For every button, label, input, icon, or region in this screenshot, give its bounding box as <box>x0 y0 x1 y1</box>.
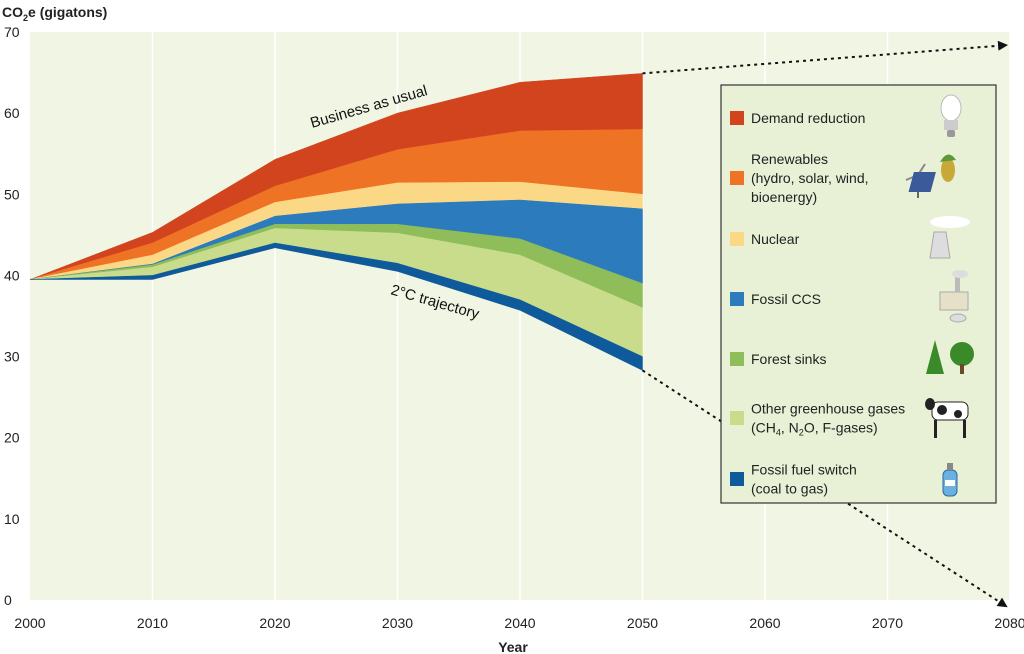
x-tick-label-2050: 2050 <box>627 615 658 631</box>
nuclear-plant-icon <box>929 216 970 259</box>
x-tick-label-2000: 2000 <box>14 615 45 631</box>
trees-icon <box>926 340 974 374</box>
x-tick-label-2070: 2070 <box>872 615 903 631</box>
x-tick-label-2060: 2060 <box>749 615 780 631</box>
x-tick-label-2020: 2020 <box>259 615 290 631</box>
legend-label-6-0: Fossil fuel switch <box>751 462 857 478</box>
legend-label-3-0: Fossil CCS <box>751 291 821 307</box>
legend-swatch-1 <box>730 171 744 185</box>
x-tick-label-2010: 2010 <box>137 615 168 631</box>
cow-icon <box>925 398 969 438</box>
y-tick-label-30: 30 <box>4 349 20 365</box>
legend-swatch-2 <box>730 232 744 246</box>
y-axis-title: CO2e (gigatons) <box>2 4 107 23</box>
y-tick-label-50: 50 <box>4 186 20 202</box>
legend-label-1-2: bioenergy) <box>751 189 817 205</box>
legend-swatch-5 <box>730 411 744 425</box>
legend-swatch-6 <box>730 472 744 486</box>
legend-label-0-0: Demand reduction <box>751 110 865 126</box>
legend-swatch-4 <box>730 352 744 366</box>
y-tick-label-20: 20 <box>4 430 20 446</box>
legend-label-1-1: (hydro, solar, wind, <box>751 170 869 186</box>
legend-label-4-0: Forest sinks <box>751 351 826 367</box>
legend-label-2-0: Nuclear <box>751 231 800 247</box>
band-fossil-fuel-switch <box>29 242 643 371</box>
factory-icon <box>939 270 969 323</box>
projection-line-business-as-usual <box>642 40 1008 75</box>
lightbulb-icon <box>940 94 962 137</box>
legend-swatch-0 <box>730 111 744 125</box>
gas-cylinder-icon <box>942 463 958 497</box>
y-tick-label-60: 60 <box>4 105 20 121</box>
y-tick-label-40: 40 <box>4 267 20 283</box>
x-tick-label-2030: 2030 <box>382 615 413 631</box>
projection-line-2c-trajectory <box>641 369 1008 608</box>
y-tick-label-0: 0 <box>4 592 12 608</box>
y-tick-label-70: 70 <box>4 24 20 40</box>
y-tick-label-10: 10 <box>4 511 20 527</box>
renewables-icon <box>905 154 956 198</box>
x-tick-label-2040: 2040 <box>504 615 535 631</box>
x-tick-label-2080: 2080 <box>994 615 1024 631</box>
legend-swatch-3 <box>730 292 744 306</box>
legend-label-5-0: Other greenhouse gases <box>751 401 905 417</box>
x-axis-title: Year <box>498 639 528 654</box>
legend-label-6-1: (coal to gas) <box>751 481 828 497</box>
legend-label-5-1: (CH4, N2O, F-gases) <box>751 420 878 438</box>
legend-label-1-0: Renewables <box>751 151 828 167</box>
